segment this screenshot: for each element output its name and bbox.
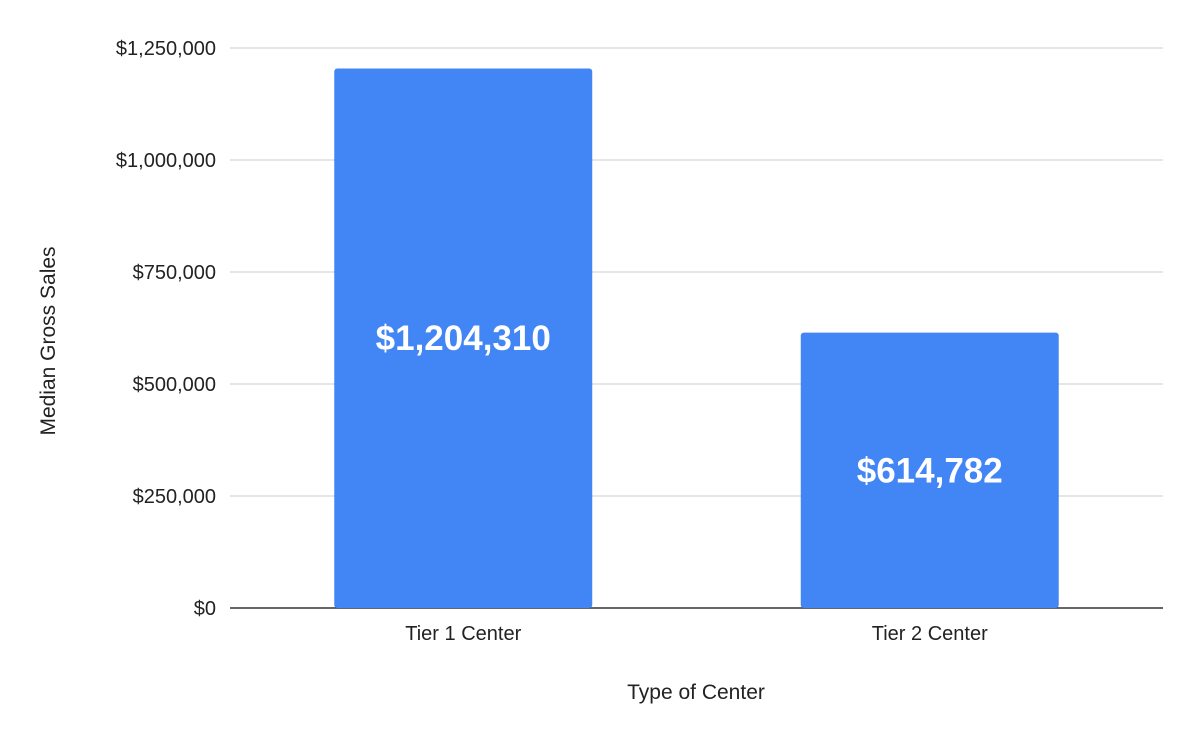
x-tick-label: Tier 1 Center [405, 623, 521, 645]
y-tick-label: $1,000,000 [116, 150, 216, 172]
bar-value-label: $1,204,310 [376, 319, 551, 358]
y-tick-label: $0 [194, 598, 216, 620]
bar-value-label: $614,782 [857, 451, 1003, 490]
x-axis-title: Type of Center [627, 681, 765, 704]
y-axis-title: Median Gross Sales [37, 246, 60, 435]
x-tick-label: Tier 2 Center [872, 623, 988, 645]
y-axis-ticks: $0 $250,000 $500,000 $750,000 $1,000,000 $1,2… [116, 38, 216, 620]
y-tick-label: $250,000 [133, 486, 216, 508]
y-tick-label: $750,000 [133, 262, 216, 284]
y-tick-label: $1,250,000 [116, 38, 216, 60]
x-axis-ticks: Tier 1 Center Tier 2 Center [405, 623, 988, 645]
y-tick-label: $500,000 [133, 374, 216, 396]
